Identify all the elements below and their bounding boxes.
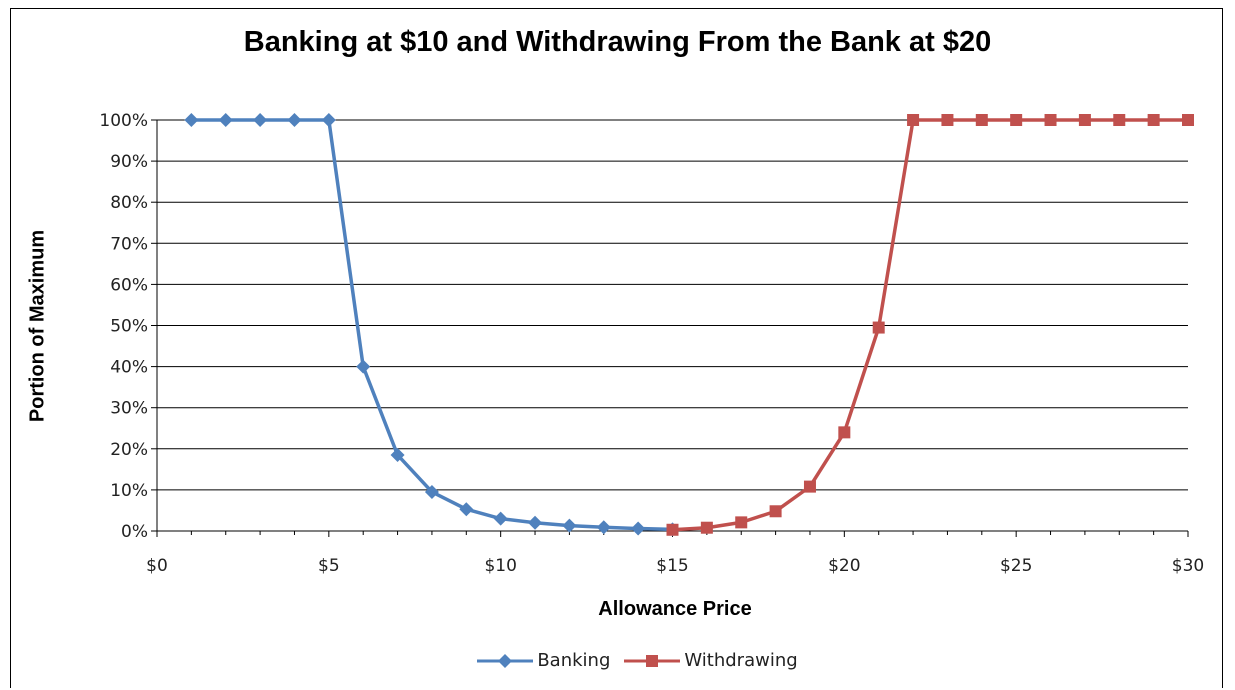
point-withdrawing-13 <box>1113 114 1126 126</box>
x-tick-label-0: $0 <box>146 556 168 576</box>
point-withdrawing-9 <box>975 114 988 126</box>
x-tick-label-6: $30 <box>1172 556 1204 576</box>
y-tick-label-9: 90% <box>110 152 148 172</box>
point-withdrawing-8 <box>941 114 954 126</box>
point-banking-7 <box>424 484 439 499</box>
x-tick-label-5: $25 <box>1000 556 1032 576</box>
point-withdrawing-2 <box>735 516 748 529</box>
y-tick-label-6: 60% <box>110 275 148 295</box>
point-withdrawing-1 <box>700 521 713 534</box>
series-line-banking <box>191 118 673 532</box>
x-tick-label-1: $5 <box>318 556 340 576</box>
point-withdrawing-10 <box>1010 114 1023 126</box>
point-banking-5 <box>356 359 371 374</box>
point-banking-11 <box>562 518 577 533</box>
point-banking-6 <box>390 447 405 462</box>
y-tick-label-10: 100% <box>99 111 148 131</box>
point-banking-0 <box>184 113 199 127</box>
point-banking-8 <box>459 502 474 517</box>
point-banking-3 <box>287 113 302 127</box>
point-banking-10 <box>528 515 543 530</box>
legend-item-banking: Banking <box>477 650 610 671</box>
point-withdrawing-15 <box>1182 114 1194 126</box>
point-banking-1 <box>218 113 233 127</box>
point-withdrawing-7 <box>907 114 920 126</box>
y-tick-label-8: 80% <box>110 193 148 213</box>
y-tick-label-4: 40% <box>110 358 148 378</box>
point-withdrawing-6 <box>872 321 885 334</box>
y-tick-label-1: 10% <box>110 481 148 501</box>
y-tick-label-2: 20% <box>110 440 148 460</box>
y-tick-label-0: 0% <box>121 522 148 542</box>
x-tick-label-4: $20 <box>828 556 860 576</box>
point-banking-2 <box>253 113 268 127</box>
legend-swatch-withdrawing <box>624 654 681 667</box>
x-axis-label: Allowance Price <box>598 598 752 620</box>
series-line-withdrawing <box>672 118 1188 532</box>
chart-title: Banking at $10 and Withdrawing From the … <box>243 26 992 58</box>
point-withdrawing-14 <box>1147 114 1160 126</box>
point-withdrawing-5 <box>838 426 851 439</box>
x-tick-label-2: $10 <box>484 556 516 576</box>
legend: Banking Withdrawing <box>0 650 1235 671</box>
point-withdrawing-11 <box>1044 114 1057 126</box>
point-withdrawing-0 <box>666 523 679 536</box>
point-withdrawing-3 <box>769 505 782 518</box>
point-banking-4 <box>321 113 336 127</box>
point-withdrawing-12 <box>1078 114 1091 126</box>
y-tick-label-5: 50% <box>110 317 148 337</box>
point-banking-12 <box>596 520 611 535</box>
legend-label-withdrawing: Withdrawing <box>684 650 798 671</box>
x-tick-label-3: $15 <box>656 556 688 576</box>
point-withdrawing-4 <box>803 480 816 493</box>
legend-swatch-banking <box>477 653 534 668</box>
legend-label-banking: Banking <box>537 650 611 671</box>
y-tick-label-7: 70% <box>110 234 148 254</box>
point-banking-13 <box>631 521 646 536</box>
legend-item-withdrawing: Withdrawing <box>624 650 798 671</box>
point-banking-9 <box>493 511 508 526</box>
y-tick-label-3: 30% <box>110 399 148 419</box>
